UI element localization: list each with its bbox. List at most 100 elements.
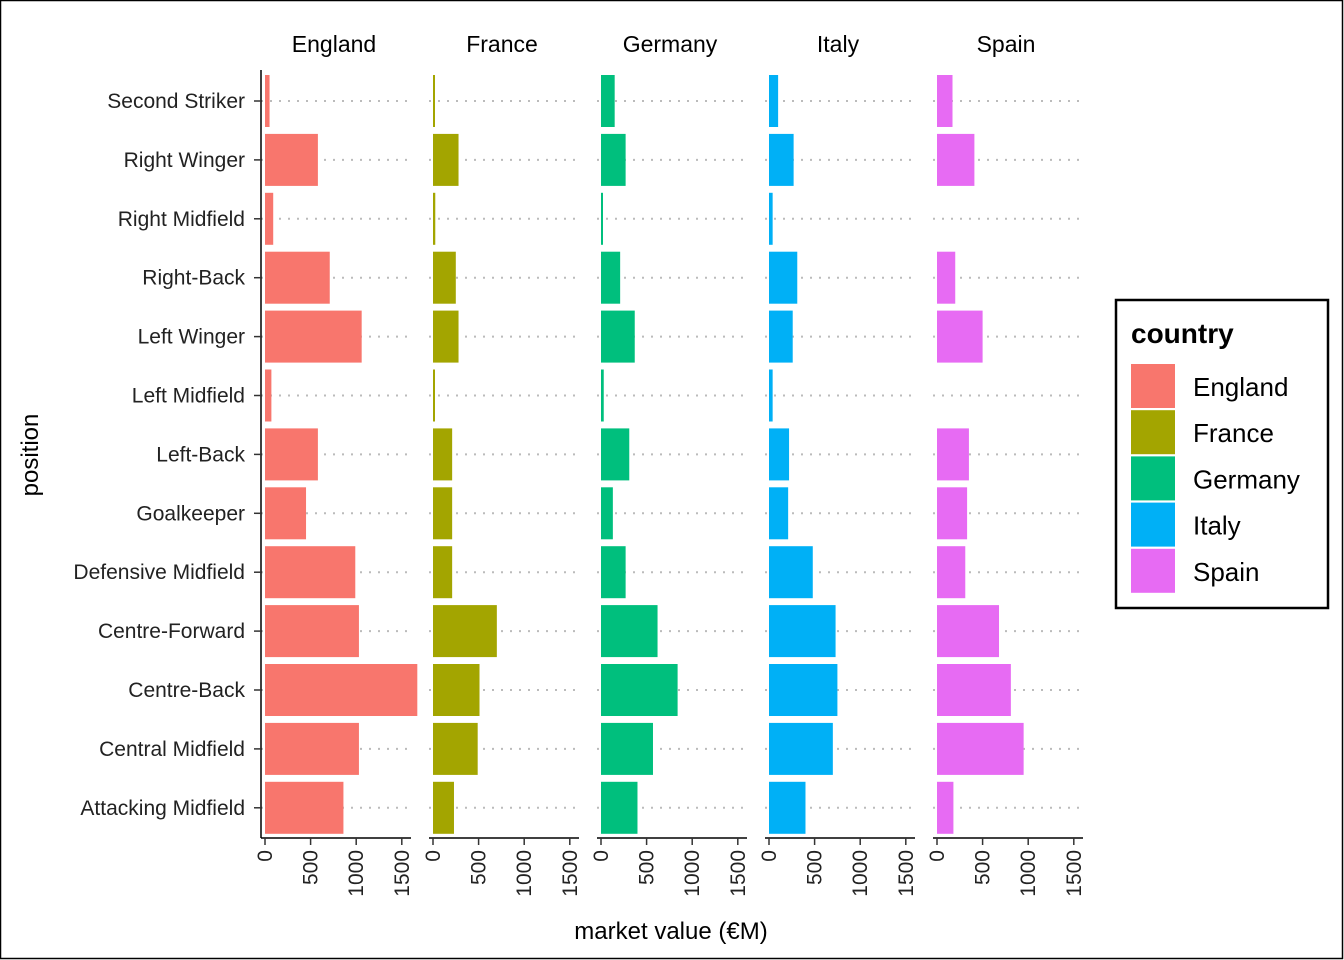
bar-germany-attacking-midfield xyxy=(601,781,638,834)
y-tick-label-right-back: Right-Back xyxy=(142,267,245,290)
x-tick-label-germany-500: 500 xyxy=(636,850,659,885)
bar-france-goalkeeper xyxy=(433,487,453,540)
bar-italy-right-winger xyxy=(769,133,794,186)
bar-germany-left-back xyxy=(601,428,630,481)
bar-england-left-winger xyxy=(265,310,362,363)
bar-spain-centre-forward xyxy=(937,605,1000,658)
bar-england-defensive-midfield xyxy=(265,546,356,599)
y-tick-label-left-winger: Left Winger xyxy=(138,326,245,349)
bar-england-goalkeeper xyxy=(265,487,307,540)
bar-england-centre-back xyxy=(265,664,418,716)
bar-spain-central-midfield xyxy=(937,722,1024,775)
bar-spain-right-winger xyxy=(937,133,975,186)
panel-italy: Italy 0 500 1000 1500 xyxy=(758,31,918,897)
bar-england-attacking-midfield xyxy=(265,781,344,834)
bar-germany-second-striker xyxy=(601,75,615,127)
bar-france-defensive-midfield xyxy=(433,546,453,599)
bar-italy-right-midfield xyxy=(769,192,773,245)
bar-germany-goalkeeper xyxy=(601,487,613,540)
bar-england-right-midfield xyxy=(265,192,274,245)
y-tick-label-right-midfield: Right Midfield xyxy=(118,208,245,231)
legend: country England France Germany Italy Spain xyxy=(1114,298,1330,610)
y-tick-label-right-winger: Right Winger xyxy=(124,149,245,172)
bar-france-centre-forward xyxy=(433,605,497,658)
y-axis: Second Striker Right Winger Right Midfield… xyxy=(73,70,262,838)
x-tick-label-france-1500: 1500 xyxy=(559,850,582,897)
y-tick-label-defensive-midfield: Defensive Midfield xyxy=(73,561,245,584)
bar-france-second-striker xyxy=(433,75,435,127)
bar-spain-second-striker xyxy=(937,75,953,127)
legend-label-spain: Spain xyxy=(1193,557,1260,587)
facet-label-germany: Germany xyxy=(623,31,718,57)
bar-england-central-midfield xyxy=(265,722,359,775)
legend-label-italy: Italy xyxy=(1193,511,1241,541)
bar-germany-centre-forward xyxy=(601,605,658,658)
y-tick-label-goalkeeper: Goalkeeper xyxy=(136,502,245,525)
x-tick-label-germany-0: 0 xyxy=(590,850,613,862)
x-axis-title: market value (€M) xyxy=(574,918,767,945)
bar-germany-defensive-midfield xyxy=(601,546,626,599)
x-tick-label-spain-500: 500 xyxy=(972,850,995,885)
x-tick-label-italy-0: 0 xyxy=(758,850,781,862)
bar-france-central-midfield xyxy=(433,722,478,775)
x-tick-label-italy-1000: 1000 xyxy=(849,850,872,897)
panel-spain: Spain 0 500 1000 1500 xyxy=(926,31,1086,897)
bar-italy-central-midfield xyxy=(769,722,833,775)
x-tick-label-england-1500: 1500 xyxy=(391,850,414,897)
y-tick-label-left-back: Left-Back xyxy=(156,443,245,466)
bar-germany-centre-back xyxy=(601,664,678,716)
legend-swatch-spain xyxy=(1131,548,1175,593)
bar-spain-right-back xyxy=(937,251,956,304)
bar-france-right-midfield xyxy=(433,192,436,245)
x-tick-label-france-500: 500 xyxy=(468,850,491,885)
legend-title: country xyxy=(1131,318,1234,349)
x-tick-label-germany-1500: 1500 xyxy=(727,850,750,897)
x-tick-label-italy-500: 500 xyxy=(804,850,827,885)
bar-france-right-back xyxy=(433,251,456,304)
bar-france-left-winger xyxy=(433,310,459,363)
facet-label-italy: Italy xyxy=(817,31,860,57)
panel-germany: Germany 0 500 1000 1500 xyxy=(590,31,750,897)
bar-france-attacking-midfield xyxy=(433,781,454,834)
bar-spain-goalkeeper xyxy=(937,487,968,540)
x-tick-label-germany-1000: 1000 xyxy=(681,850,704,897)
bar-france-right-winger xyxy=(433,133,459,186)
bar-england-right-back xyxy=(265,251,330,304)
bar-spain-centre-back xyxy=(937,664,1011,716)
bar-italy-left-winger xyxy=(769,310,793,363)
bar-italy-second-striker xyxy=(769,75,779,127)
x-tick-label-france-1000: 1000 xyxy=(513,850,536,897)
bar-germany-right-back xyxy=(601,251,621,304)
x-tick-label-england-0: 0 xyxy=(254,850,277,862)
bar-spain-attacking-midfield xyxy=(937,781,954,834)
bar-italy-left-midfield xyxy=(769,369,773,422)
bar-italy-centre-forward xyxy=(769,605,836,658)
x-tick-label-spain-0: 0 xyxy=(926,850,949,862)
bar-italy-defensive-midfield xyxy=(769,546,813,599)
facet-label-england: England xyxy=(292,31,376,57)
bar-france-centre-back xyxy=(433,664,480,716)
bar-spain-defensive-midfield xyxy=(937,546,966,599)
x-tick-label-spain-1000: 1000 xyxy=(1017,850,1040,897)
legend-label-germany: Germany xyxy=(1193,464,1300,494)
x-tick-label-france-0: 0 xyxy=(422,850,445,862)
legend-swatch-france xyxy=(1131,410,1175,455)
bar-germany-right-winger xyxy=(601,133,626,186)
x-tick-label-italy-1500: 1500 xyxy=(895,850,918,897)
bar-france-left-back xyxy=(433,428,453,481)
bar-italy-right-back xyxy=(769,251,798,304)
legend-label-france: France xyxy=(1193,418,1274,448)
y-axis-title: position xyxy=(17,414,44,497)
bar-england-centre-forward xyxy=(265,605,359,658)
facet-label-france: France xyxy=(466,31,538,57)
bar-italy-attacking-midfield xyxy=(769,781,806,834)
bar-germany-left-winger xyxy=(601,310,635,363)
legend-swatch-england xyxy=(1131,364,1175,408)
bar-germany-right-midfield xyxy=(601,192,603,245)
legend-items: England France Germany Italy Spain xyxy=(1131,364,1300,593)
bar-germany-left-midfield xyxy=(601,369,604,422)
legend-label-england: England xyxy=(1193,372,1288,402)
x-tick-label-england-1000: 1000 xyxy=(345,850,368,897)
y-tick-label-centre-forward: Centre-Forward xyxy=(98,620,245,643)
